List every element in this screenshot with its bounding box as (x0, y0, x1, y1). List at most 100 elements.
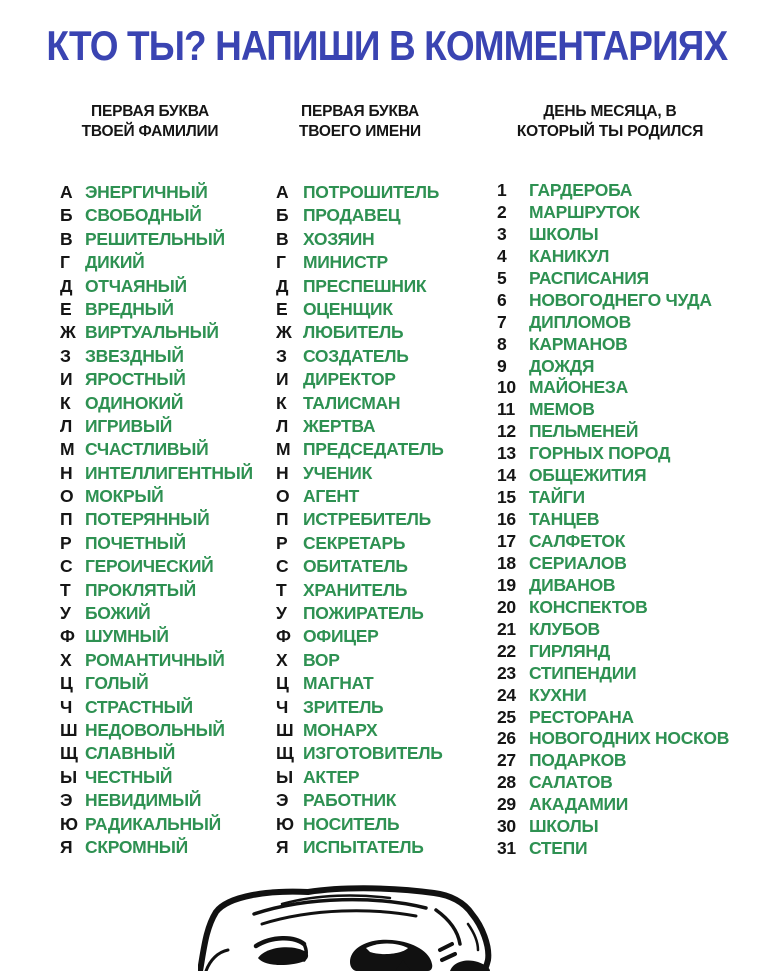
list-item: 25 РЕСТОРАНА (497, 707, 729, 729)
item-key: Щ (60, 743, 78, 764)
item-value: КАНИКУЛ (529, 245, 610, 266)
list-item: 20 КОНСПЕКТОВ (497, 597, 729, 619)
item-value: ИЗГОТОВИТЕЛЬ (303, 743, 443, 764)
item-value: ЯРОСТНЫЙ (85, 369, 186, 390)
item-value: ТАЛИСМАН (303, 392, 401, 413)
list-item: Л ИГРИВЫЙ (60, 416, 253, 439)
item-value: АКТЕР (303, 766, 360, 787)
header-line: ТВОЕГО ИМЕНИ (299, 123, 421, 140)
item-key: 3 (497, 223, 507, 244)
column-header-name-letter: ПЕРВАЯ БУКВА ТВОЕГО ИМЕНИ (252, 102, 468, 142)
list-item: Н УЧЕНИК (276, 463, 444, 486)
item-value: ЛЮБИТЕЛЬ (303, 322, 404, 343)
list-item: М СЧАСТЛИВЫЙ (60, 439, 253, 462)
item-key: Р (276, 532, 288, 553)
item-key: А (60, 182, 73, 202)
item-value: НОВОГОДНИХ НОСКОВ (529, 728, 730, 749)
item-value: КАРМАНОВ (529, 333, 628, 354)
list-item: 31 СТЕПИ (497, 838, 729, 860)
item-key: 6 (497, 289, 507, 310)
page-title: КТО ТЫ? НАПИШИ В КОММЕНТАРИЯХ (46, 22, 728, 69)
item-value: СТИПЕНДИИ (529, 662, 637, 683)
item-value: РОМАНТИЧНЫЙ (85, 649, 225, 670)
list-item: Н ИНТЕЛЛИГЕНТНЫЙ (60, 463, 253, 486)
header-line: ПЕРВАЯ БУКВА (91, 103, 209, 120)
item-value: ИСТРЕБИТЕЛЬ (303, 509, 431, 530)
item-key: М (60, 439, 75, 460)
item-key: Е (60, 298, 72, 319)
list-item: 24 КУХНИ (497, 685, 729, 707)
list-item: А ЭНЕРГИЧНЫЙ (60, 182, 253, 205)
item-key: 11 (497, 399, 515, 420)
list-item: Б ПРОДАВЕЦ (276, 205, 444, 228)
item-key: Р (60, 532, 72, 553)
item-value: ГАРДЕРОБА (529, 180, 633, 200)
list-item: 22 ГИРЛЯНД (497, 641, 729, 663)
item-key: Д (60, 275, 73, 296)
item-key: 16 (497, 509, 516, 530)
item-value: МОКРЫЙ (85, 486, 164, 507)
item-value: ПЕЛЬМЕНЕЙ (529, 421, 639, 442)
list-item: С ОБИТАТЕЛЬ (276, 556, 444, 579)
item-value: ПОДАРКОВ (529, 750, 627, 771)
item-key: Н (276, 462, 289, 483)
item-value: ИНТЕЛЛИГЕНТНЫЙ (85, 462, 253, 483)
item-key: А (276, 182, 289, 202)
list-item: П ПОТЕРЯННЫЙ (60, 509, 253, 532)
item-key: Ш (276, 719, 294, 740)
item-value: НОСИТЕЛЬ (303, 813, 400, 834)
list-item: 10 МАЙОНЕЗА (497, 377, 729, 399)
item-value: КОНСПЕКТОВ (529, 596, 648, 617)
item-key: 21 (497, 618, 516, 639)
list-item: Б СВОБОДНЫЙ (60, 205, 253, 228)
list-item: Х ВОР (276, 650, 444, 673)
item-key: Л (276, 415, 288, 436)
header-line: ДЕНЬ МЕСЯЦА, В (543, 103, 677, 120)
birth-day-list: 1 ГАРДЕРОБА 2 МАРШРУТОК 3 ШКОЛЫ 4 КАНИКУЛ 5 РАСПИ… (497, 180, 729, 860)
item-key: Ц (60, 673, 73, 694)
list-item: Х РОМАНТИЧНЫЙ (60, 650, 253, 673)
item-value: ОБИТАТЕЛЬ (303, 556, 408, 577)
item-value: АКАДАМИИ (529, 794, 629, 815)
list-item: 11 МЕМОВ (497, 399, 729, 421)
list-item: Р ПОЧЕТНЫЙ (60, 533, 253, 556)
item-key: 15 (497, 487, 516, 508)
item-value: ПОЧЕТНЫЙ (85, 532, 186, 553)
list-item: Ц МАГНАТ (276, 673, 444, 696)
item-key: Ю (60, 813, 78, 834)
item-value: ШКОЛЫ (529, 816, 599, 837)
item-key: Я (60, 836, 73, 857)
item-value: ПОЖИРАТЕЛЬ (303, 603, 424, 624)
item-value: ОТЧАЯНЫЙ (85, 275, 187, 296)
list-item: 30 ШКОЛЫ (497, 816, 729, 838)
list-item: 14 ОБЩЕЖИТИЯ (497, 465, 729, 487)
list-item: Ы ЧЕСТНЫЙ (60, 767, 253, 790)
item-value: СЧАСТЛИВЫЙ (85, 439, 209, 460)
item-key: Н (60, 462, 73, 483)
list-item: Д ПРЕСПЕШНИК (276, 276, 444, 299)
list-item: З ЗВЕЗДНЫЙ (60, 346, 253, 369)
item-value: МАРШРУТОК (529, 201, 640, 222)
page-title-wrap: КТО ТЫ? НАПИШИ В КОММЕНТАРИЯХ (0, 22, 760, 70)
item-key: Х (276, 649, 288, 670)
item-value: ДИКИЙ (85, 252, 145, 273)
item-value: ЗРИТЕЛЬ (303, 696, 384, 717)
item-key: И (60, 369, 73, 390)
item-value: ИГРИВЫЙ (85, 415, 172, 436)
column-header-birth-day: ДЕНЬ МЕСЯЦА, В КОТОРЫЙ ТЫ РОДИЛСЯ (474, 102, 746, 142)
list-item: Ж ЛЮБИТЕЛЬ (276, 322, 444, 345)
item-key: 9 (497, 355, 507, 376)
item-key: 4 (497, 245, 507, 266)
list-item: Ж ВИРТУАЛЬНЫЙ (60, 322, 253, 345)
item-key: Ч (60, 696, 72, 717)
item-value: ЖЕРТВА (303, 415, 376, 436)
list-item: 19 ДИВАНОВ (497, 575, 729, 597)
item-key: 18 (497, 552, 516, 573)
item-value: ЗВЕЗДНЫЙ (85, 345, 184, 366)
list-item: В РЕШИТЕЛЬНЫЙ (60, 229, 253, 252)
list-item: Е ОЦЕНЩИК (276, 299, 444, 322)
list-item: О АГЕНТ (276, 486, 444, 509)
item-key: З (60, 345, 71, 366)
item-value: ОДИНОКИЙ (85, 392, 184, 413)
list-item: Г ДИКИЙ (60, 252, 253, 275)
